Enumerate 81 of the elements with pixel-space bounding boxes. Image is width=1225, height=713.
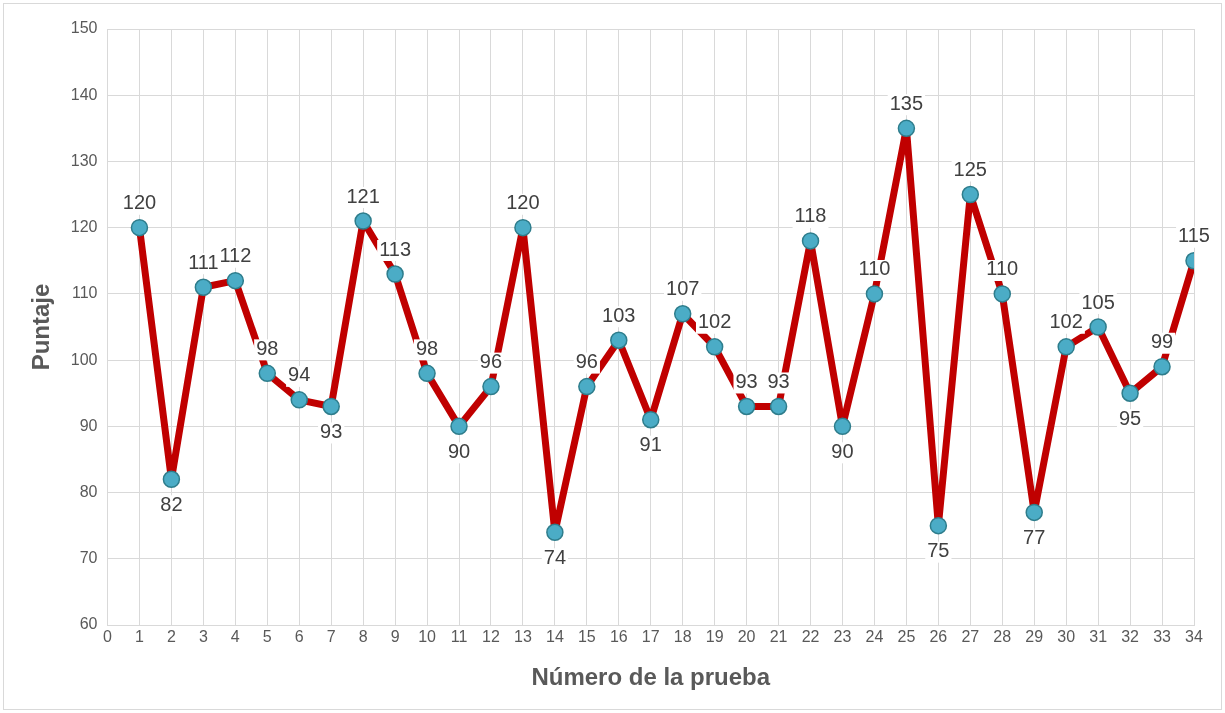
x-tick-label: 22 [801,628,820,646]
x-tick-label: 18 [673,628,692,646]
x-tick-label: 0 [103,628,113,646]
y-tick-label: 70 [79,549,98,567]
data-label: 125 [953,158,987,181]
data-label: 111 [188,250,219,273]
data-label: 93 [320,419,343,442]
data-label: 120 [122,191,157,214]
y-tick-label: 140 [70,85,98,103]
y-axis-title: Puntaje [27,283,55,371]
x-tick-label: 32 [1121,628,1140,646]
x-tick-label: 30 [1057,628,1076,646]
y-tick-label: 150 [70,19,98,37]
data-label: 121 [346,184,380,207]
x-tick-label: 5 [262,628,272,646]
data-label: 120 [506,191,540,214]
data-label: 96 [479,350,503,373]
data-label: 98 [415,336,439,359]
x-tick-label: 21 [769,628,788,646]
data-label: 74 [543,545,566,568]
data-label: 102 [1049,310,1083,333]
x-tick-label: 16 [609,628,628,646]
x-tick-label: 33 [1153,628,1172,646]
x-tick-label: 4 [230,628,240,646]
data-label: 82 [160,492,183,515]
data-label: 94 [288,363,311,386]
x-tick-label: 15 [577,628,596,646]
data-label: 90 [447,439,471,462]
x-tick-label: 29 [1025,628,1044,646]
data-label: 110 [858,257,891,280]
y-tick-label: 110 [71,284,98,302]
x-tick-label: 28 [993,628,1012,646]
y-tick-label: 120 [70,218,98,236]
x-tick-label: 10 [418,628,437,646]
x-tick-label: 6 [294,628,304,646]
y-tick-label: 80 [79,482,98,500]
x-tick-label: 13 [514,628,532,646]
data-label: 75 [927,539,950,562]
data-label: 135 [889,91,924,114]
x-tick-label: 19 [705,628,724,646]
data-label: 98 [256,336,279,359]
data-label: 118 [794,204,827,227]
x-tick-label: 14 [545,628,564,646]
data-label: 95 [1118,406,1142,429]
data-label: 115 [1178,224,1210,247]
y-tick-label: 90 [79,416,98,434]
y-tick-label: 100 [70,350,98,368]
x-tick-label: 23 [833,628,852,646]
data-label: 91 [639,433,662,456]
data-label: 112 [219,244,252,267]
x-tick-label: 25 [897,628,916,646]
x-tick-label: 2 [166,628,176,646]
data-label: 99 [1150,330,1174,353]
x-tick-label: 31 [1089,628,1108,646]
x-tick-label: 20 [737,628,756,646]
data-label: 113 [379,237,412,260]
x-tick-label: 17 [641,628,660,646]
data-label: 110 [986,257,1019,280]
x-tick-label: 27 [961,628,980,646]
x-axis-title: Número de la prueba [531,663,771,691]
x-tick-label: 1 [135,628,144,646]
x-tick-label: 26 [929,628,948,646]
data-label: 102 [697,310,732,333]
data-label: 96 [575,350,598,373]
data-label: 107 [666,277,700,300]
data-label: 77 [1023,525,1046,548]
x-tick-label: 34 [1185,628,1203,646]
data-label: 93 [767,369,790,392]
data-label: 93 [735,369,758,392]
x-tick-label: 12 [482,628,500,646]
data-label: 105 [1081,290,1115,313]
x-tick-label: 7 [326,628,336,646]
y-tick-label: 130 [70,151,98,169]
x-tick-label: 9 [390,628,400,646]
data-label: 90 [831,439,854,462]
x-tick-label: 11 [450,628,468,646]
y-tick-label: 60 [79,615,98,633]
x-tick-label: 8 [358,628,368,646]
x-tick-label: 24 [865,628,884,646]
x-tick-label: 3 [198,628,208,646]
data-label: 103 [602,303,636,326]
